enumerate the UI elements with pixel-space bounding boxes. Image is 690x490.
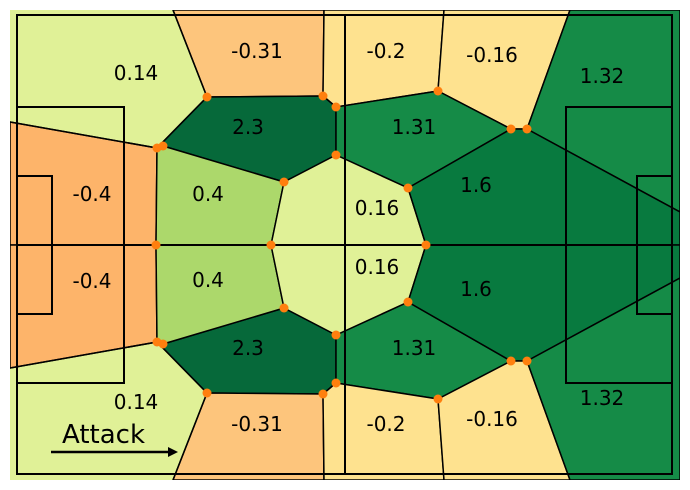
vertex (318, 389, 328, 399)
vertex (506, 124, 516, 134)
zone-bottom-right-wing (526, 277, 680, 480)
voronoi-vertices (151, 86, 532, 404)
zone-label: 1.6 (460, 277, 492, 301)
zone-label: 0.4 (192, 182, 224, 206)
zone-label: -0.2 (366, 39, 405, 63)
zone-label: 0.16 (355, 196, 400, 220)
vertex (279, 303, 289, 313)
vertex (279, 177, 289, 187)
zone-label: 1.32 (580, 386, 625, 410)
vertex (266, 240, 276, 250)
pitch-markings (16, 14, 673, 475)
zone-label: -0.4 (72, 182, 111, 206)
vertex (331, 102, 341, 112)
vertex (331, 330, 341, 340)
vertex (202, 388, 212, 398)
vertex (318, 91, 328, 101)
vertex (202, 92, 212, 102)
vertex (403, 183, 413, 193)
attack-arrow-icon (51, 447, 178, 457)
zone-label: 0.14 (114, 390, 159, 414)
zone-label: 0.14 (114, 61, 159, 85)
zone-labels: 0.14 -0.31 -0.2 -0.16 1.32 2.3 1.31 -0.4… (72, 39, 624, 436)
vertex (331, 150, 341, 160)
zone-label: 0.16 (355, 255, 400, 279)
attack-label: Attack (62, 420, 145, 450)
zone-label: -0.31 (231, 39, 283, 63)
vertex (421, 240, 431, 250)
vertex (158, 339, 168, 349)
zone-label: -0.4 (72, 269, 111, 293)
zone-label: -0.16 (466, 43, 518, 67)
vertex (403, 297, 413, 307)
zone-label: 0.4 (192, 268, 224, 292)
vertex (506, 356, 516, 366)
zone-label: 2.3 (232, 115, 264, 139)
zone-label: -0.31 (231, 412, 283, 436)
edge-bottom-left-wing (10, 341, 208, 480)
zone-label: 1.31 (392, 336, 437, 360)
vertex (331, 378, 341, 388)
zone-label: 1.31 (392, 115, 437, 139)
vertex (433, 394, 443, 404)
zone-label: -0.16 (466, 407, 518, 431)
zone-label: -0.2 (366, 412, 405, 436)
vertex (151, 240, 161, 250)
edge-top-left-wing (10, 10, 208, 149)
vertex (158, 141, 168, 151)
zone-label: 1.32 (580, 64, 625, 88)
zone-label: 2.3 (232, 336, 264, 360)
vertex (433, 86, 443, 96)
vertex (522, 356, 532, 366)
zone-label: 1.6 (460, 173, 492, 197)
zone-top-right-wing (526, 10, 680, 213)
vertex (522, 124, 532, 134)
